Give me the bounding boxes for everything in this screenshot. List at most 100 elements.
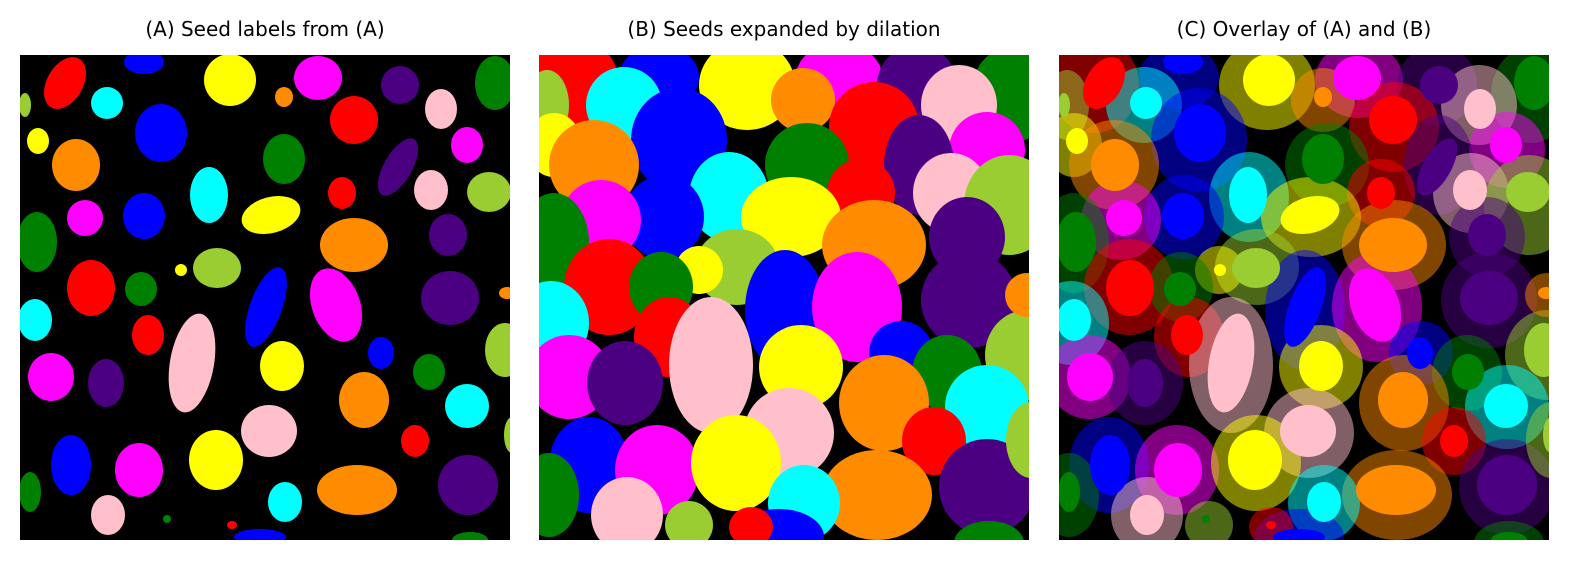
seed-label-blue [123, 193, 165, 239]
seed-label-green [475, 56, 510, 110]
dilated-region-pink [669, 297, 753, 433]
overlay-seed-red [1440, 425, 1468, 457]
overlay-seed-cyan [1229, 167, 1267, 223]
seed-label-yellowgreen [485, 323, 510, 377]
dilated-region-indigo [921, 252, 1017, 348]
seed-label-cyan [445, 384, 489, 428]
seed-label-yellow [189, 430, 243, 490]
overlay-seed-red [1106, 260, 1154, 316]
dilated-region-pink [591, 477, 663, 540]
seed-label-magenta [294, 56, 342, 100]
overlay-seed-pink [1280, 405, 1336, 457]
overlay-region-orange [1525, 273, 1549, 317]
seed-label-cyan [91, 87, 123, 119]
seed-label-magenta [28, 353, 74, 401]
seed-label-red [227, 521, 237, 529]
overlay-seed-yellow [1299, 341, 1343, 391]
seed-label-orange [499, 287, 510, 299]
seed-label-magenta [309, 268, 363, 342]
overlay-seed-yellowgreen [1506, 172, 1549, 212]
dilated-region-yellowgreen [1006, 402, 1029, 478]
overlay-seed-orange [1378, 372, 1428, 428]
seed-label-green [263, 134, 305, 184]
overlay-seed-pink [1453, 170, 1487, 210]
seed-label-magenta [67, 200, 103, 236]
overlay-seed-orange [1314, 87, 1332, 107]
panel-a-seed-labels [20, 55, 510, 540]
overlay-seed-blue [1284, 267, 1326, 347]
dilated-region-yellow [759, 325, 843, 409]
seed-label-orange [320, 218, 388, 272]
seed-label-red [330, 96, 378, 144]
overlay-seed-magenta [1333, 56, 1381, 100]
dilated-region-orange [1005, 273, 1029, 317]
overlay-seed-magenta [1348, 268, 1402, 342]
seed-label-yellowgreen [467, 172, 510, 212]
overlay-seed-indigo [1468, 214, 1506, 256]
overlay-seed-green [1164, 272, 1196, 306]
seed-label-yellow [260, 341, 304, 391]
overlay-seed-blue [1174, 104, 1226, 162]
dilated-region-yellowgreen [665, 501, 713, 540]
overlay-seed-yellow [1228, 430, 1282, 490]
seed-label-yellow [175, 264, 187, 276]
dilated-region-orange [822, 450, 932, 540]
panel-b-dilated-seeds [539, 55, 1029, 540]
overlay-seed-red [1367, 177, 1395, 209]
dilated-region-yellow [691, 415, 781, 511]
dilated-region-blue [624, 175, 704, 259]
dilated-seeds-image [539, 55, 1029, 540]
panel-b-title: (B) Seeds expanded by dilation [627, 17, 941, 41]
seed-label-green [20, 212, 57, 272]
dilated-region-orange [771, 68, 835, 132]
seed-label-yellowgreen [504, 417, 510, 453]
overlay-seed-green [1514, 56, 1549, 110]
seed-label-orange [52, 139, 100, 191]
overlay-seed-yellow [1214, 264, 1226, 276]
seed-label-orange [317, 465, 397, 515]
overlay-seed-pink [1207, 313, 1255, 413]
seed-label-yellowgreen [20, 93, 31, 117]
overlay-seed-green [1491, 532, 1527, 540]
seed-label-blue [124, 55, 164, 74]
seed-label-blue [135, 104, 187, 162]
dilated-region-red [729, 507, 773, 540]
overlay-seed-pink [1130, 495, 1164, 535]
seed-label-cyan [268, 482, 302, 522]
seed-label-green [125, 272, 157, 306]
seed-label-blue [368, 337, 394, 369]
overlay-seed-green [1059, 472, 1080, 512]
overlay-seed-red [1369, 96, 1417, 144]
seed-labels-image [20, 55, 510, 540]
seed-label-indigo [381, 66, 419, 104]
seed-label-green [163, 515, 171, 523]
overlay-seed-indigo [1477, 455, 1537, 515]
seed-label-yellowgreen [193, 248, 241, 288]
overlay-seed-orange [1359, 218, 1427, 272]
overlay-seed-red [1171, 315, 1203, 355]
seed-label-cyan [190, 167, 228, 223]
seed-label-indigo [429, 214, 467, 256]
panel-c-overlay [1059, 55, 1549, 540]
seed-label-pink [425, 89, 457, 129]
seed-label-green [452, 532, 488, 540]
overlay-seed-pink [1464, 89, 1496, 129]
seed-label-pink [241, 405, 297, 457]
overlay-seed-magenta [1067, 353, 1113, 401]
overlay-seed-yellowgreen [1543, 417, 1549, 453]
overlay-seed-yellowgreen [1232, 248, 1280, 288]
dilated-region-green [539, 453, 579, 537]
dilated-region-yellow [741, 177, 841, 257]
seed-label-red [67, 260, 115, 316]
seed-label-green [413, 354, 445, 390]
overlay-seed-magenta [1154, 443, 1202, 497]
seed-label-pink [91, 495, 125, 535]
overlay-seed-red [1266, 521, 1276, 529]
seed-label-indigo [421, 271, 479, 325]
seed-label-yellow [204, 55, 256, 106]
overlay-seed-cyan [1307, 482, 1341, 522]
seed-label-pink [168, 313, 216, 413]
overlay-seed-yellow [1066, 128, 1088, 154]
overlay-seed-indigo [1460, 271, 1518, 325]
overlay-seed-blue [1163, 55, 1203, 74]
